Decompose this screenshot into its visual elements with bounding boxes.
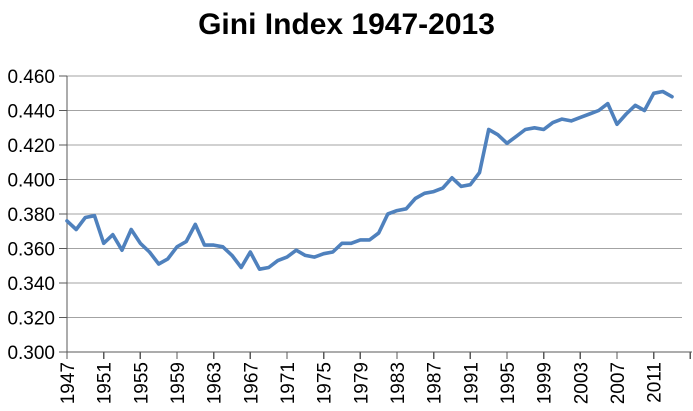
x-tick-label: 1975 bbox=[315, 362, 336, 404]
x-tick-label: 1991 bbox=[461, 362, 482, 404]
y-tick-label: 0.300 bbox=[7, 343, 55, 364]
y-tick-label: 0.420 bbox=[7, 136, 55, 157]
y-tick-label: 0.320 bbox=[7, 309, 55, 330]
x-tick-label: 1995 bbox=[498, 362, 519, 404]
x-tick-label: 1947 bbox=[58, 362, 79, 404]
x-tick-label: 1979 bbox=[351, 362, 372, 404]
x-tick-label: 1959 bbox=[168, 362, 189, 404]
y-tick-label: 0.360 bbox=[7, 240, 55, 261]
x-tick-label: 2003 bbox=[571, 362, 592, 404]
y-tick-label: 0.400 bbox=[7, 171, 55, 192]
x-tick-label: 2011 bbox=[645, 362, 666, 403]
y-tick-label: 0.340 bbox=[7, 274, 55, 295]
x-tick-label: 1963 bbox=[205, 362, 226, 404]
x-tick-label: 2007 bbox=[608, 362, 629, 404]
x-tick-label: 1955 bbox=[131, 362, 152, 404]
x-tick-label: 1983 bbox=[388, 362, 409, 404]
x-tick-label: 1951 bbox=[95, 362, 116, 404]
x-tick-label: 1987 bbox=[425, 362, 446, 404]
x-tick-label: 1967 bbox=[241, 362, 262, 404]
x-tick-label: 1971 bbox=[278, 362, 299, 404]
y-tick-label: 0.460 bbox=[7, 67, 55, 88]
x-tick-label: 1999 bbox=[535, 362, 556, 404]
y-tick-label: 0.380 bbox=[7, 205, 55, 226]
gini-line-series bbox=[65, 89, 674, 272]
y-tick-label: 0.440 bbox=[7, 102, 55, 123]
chart-title: Gini Index 1947-2013 bbox=[198, 8, 495, 41]
